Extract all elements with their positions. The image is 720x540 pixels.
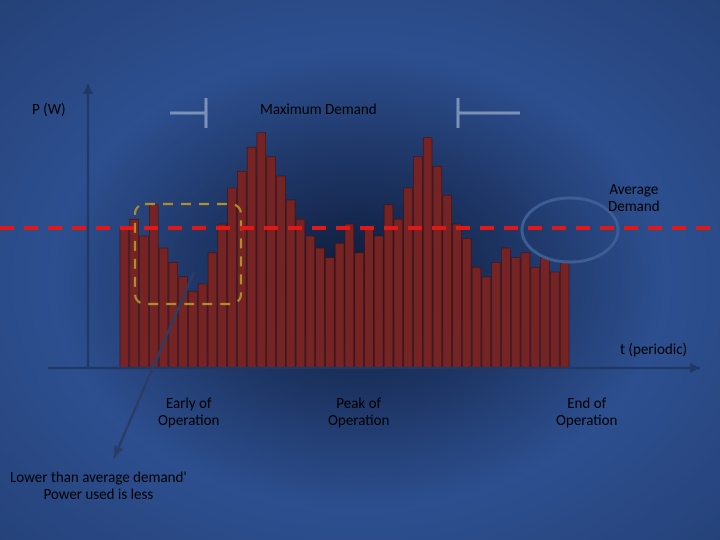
- end-operation-label: End of Operation: [556, 396, 617, 429]
- demand-bar: [198, 284, 207, 368]
- demand-bar: [502, 248, 511, 368]
- demand-bar: [247, 147, 256, 368]
- demand-bar: [413, 157, 422, 368]
- peak-operation-label: Peak of Operation: [328, 396, 389, 429]
- chart-svg: [0, 0, 720, 540]
- demand-bar: [286, 200, 295, 368]
- demand-bar: [560, 262, 569, 368]
- demand-bar: [140, 236, 149, 368]
- demand-bar: [257, 133, 266, 368]
- demand-bar: [404, 188, 413, 368]
- demand-bar: [492, 262, 501, 368]
- demand-bar: [482, 277, 491, 368]
- demand-bar: [541, 258, 550, 368]
- demand-bar: [228, 188, 237, 368]
- demand-bar: [462, 238, 471, 368]
- demand-bar: [365, 229, 374, 368]
- demand-bar: [316, 248, 325, 368]
- demand-bar: [306, 236, 315, 368]
- demand-bar: [325, 258, 334, 368]
- x-axis-label: t (periodic): [620, 342, 687, 359]
- average-demand-label: Average Demand: [608, 182, 660, 215]
- demand-bar: [208, 253, 217, 368]
- demand-bar: [335, 243, 344, 368]
- demand-bar: [453, 224, 462, 368]
- demand-bar: [531, 267, 540, 368]
- demand-bar: [394, 219, 403, 368]
- demand-bar: [443, 195, 452, 368]
- early-operation-label: Early of Operation: [158, 396, 219, 429]
- demand-bar: [120, 229, 129, 368]
- demand-bar: [277, 176, 286, 368]
- demand-bar: [511, 258, 520, 368]
- demand-bar: [267, 157, 276, 368]
- demand-bar: [218, 224, 227, 368]
- demand-bar: [433, 166, 442, 368]
- demand-bar: [550, 272, 559, 368]
- demand-bar: [237, 171, 246, 368]
- demand-bar: [423, 138, 432, 368]
- lower-demand-caption: Lower than average demand' Power used is…: [10, 470, 187, 503]
- demand-bar: [345, 224, 354, 368]
- demand-bar: [521, 253, 530, 368]
- demand-bar: [188, 291, 197, 368]
- max-demand-label: Maximum Demand: [260, 102, 377, 119]
- slide-stage: P (W) Maximum Demand Average Demand t (p…: [0, 0, 720, 540]
- y-axis-label: P (W): [32, 102, 66, 119]
- demand-bar: [472, 267, 481, 368]
- demand-bar: [374, 236, 383, 368]
- demand-bar: [296, 219, 305, 368]
- demand-bar: [355, 253, 364, 368]
